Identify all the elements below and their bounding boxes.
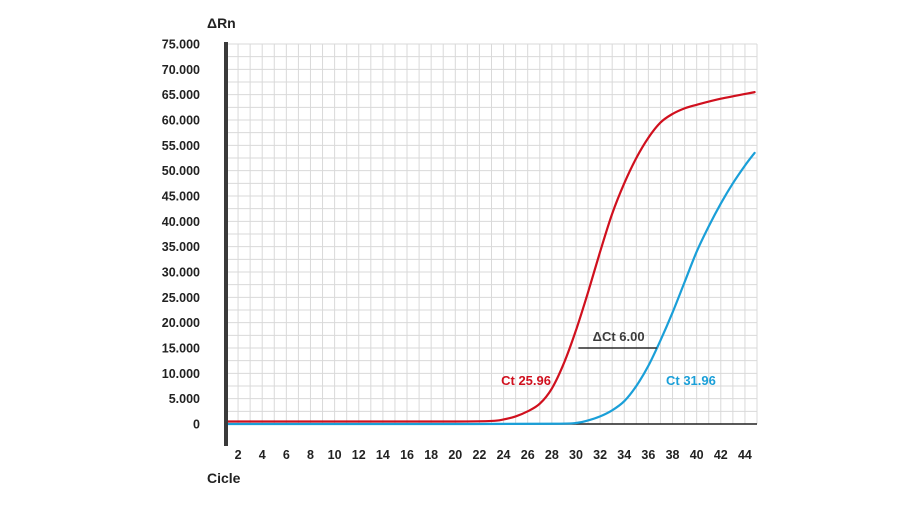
ct-blue-label: Ct 31.96 (666, 373, 716, 388)
y-tick-label: 75.000 (162, 38, 200, 52)
x-tick-label: 40 (690, 448, 704, 462)
y-tick-label: 60.000 (162, 114, 200, 128)
x-tick-label: 10 (328, 448, 342, 462)
x-tick-label: 14 (376, 448, 390, 462)
x-tick-label: 38 (666, 448, 680, 462)
x-tick-label: 36 (641, 448, 655, 462)
y-tick-label: 5.000 (169, 392, 200, 406)
x-tick-label: 28 (545, 448, 559, 462)
y-tick-label: 15.000 (162, 342, 200, 356)
amplification-curve-red (224, 91, 756, 423)
y-tick-label: 30.000 (162, 266, 200, 280)
x-tick-label: 32 (593, 448, 607, 462)
y-tick-label: 70.000 (162, 63, 200, 77)
y-tick-label: 65.000 (162, 88, 200, 102)
x-tick-label: 6 (283, 448, 290, 462)
y-tick-label: 0 (193, 418, 200, 432)
x-tick-label: 44 (738, 448, 752, 462)
x-axis-title: Cicle (207, 470, 241, 486)
x-tick-label: 16 (400, 448, 414, 462)
ct-red-label: Ct 25.96 (501, 373, 551, 388)
series-layer (224, 91, 756, 426)
y-tick-label: 45.000 (162, 190, 200, 204)
grid (225, 43, 758, 425)
x-tick-label: 24 (497, 448, 511, 462)
amplification-curve-blue (224, 151, 756, 426)
x-tick-label: 8 (307, 448, 314, 462)
axes: 0 5.000 10.000 15.000 20.000 25.000 30.000 35.0… (162, 38, 752, 463)
y-tick-label: 25.000 (162, 291, 200, 305)
delta-ct-label: ΔCt 6.00 (593, 329, 645, 344)
x-tick-label: 22 (472, 448, 486, 462)
x-tick-label: 12 (352, 448, 366, 462)
x-tick-label: 42 (714, 448, 728, 462)
y-tick-label: 55.000 (162, 139, 200, 153)
annotations: ΔCt 6.00 Ct 25.96 Ct 31.96 (501, 329, 716, 388)
x-tick-label: 34 (617, 448, 631, 462)
x-tick-label: 4 (259, 448, 266, 462)
x-tick-label: 26 (521, 448, 535, 462)
y-axis-title: ΔRn (207, 15, 236, 31)
y-tick-label: 35.000 (162, 240, 200, 254)
x-tick-label: 18 (424, 448, 438, 462)
y-tick-label: 40.000 (162, 215, 200, 229)
x-tick-label: 20 (448, 448, 462, 462)
y-tick-label: 10.000 (162, 367, 200, 381)
y-tick-label: 20.000 (162, 316, 200, 330)
x-tick-label: 2 (235, 448, 242, 462)
x-tick-label: 30 (569, 448, 583, 462)
y-tick-label: 50.000 (162, 164, 200, 178)
